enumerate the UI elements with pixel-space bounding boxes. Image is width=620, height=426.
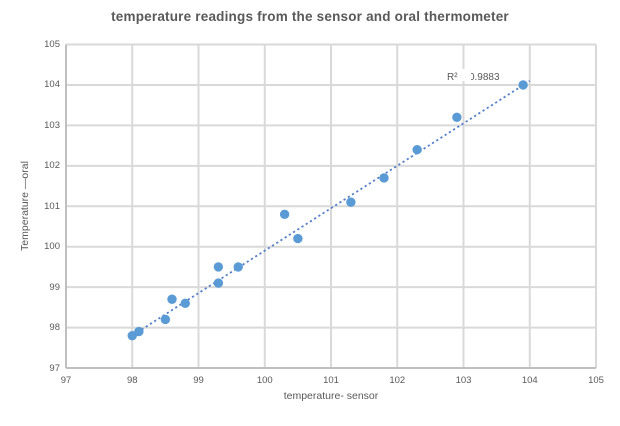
data-point[interactable] [518,80,528,90]
data-point[interactable] [213,278,224,288]
selection-handle[interactable] [461,69,471,81]
data-point[interactable] [167,294,177,304]
data-point[interactable] [346,197,356,207]
x-tick-label: 102 [389,375,406,386]
y-tick-label: 103 [44,119,60,131]
x-tick-label: 99 [193,375,204,386]
y-tick-label: 105 [44,39,60,50]
x-tick-label: 97 [60,375,72,386]
trendline[interactable] [128,80,531,339]
data-point[interactable] [279,209,290,220]
y-tick-label: 98 [49,322,60,334]
x-tick-label: 105 [588,375,604,386]
data-point[interactable] [452,112,462,122]
data-point[interactable] [134,326,144,337]
y-tick-label: 97 [49,362,60,374]
x-tick-label: 104 [521,375,538,386]
x-tick-label: 103 [455,375,472,386]
chart-title: temperature readings from the sensor and… [111,9,509,24]
x-tick-label: 98 [126,375,138,386]
y-tick-label: 99 [49,281,60,293]
data-point[interactable] [213,262,224,272]
y-tick-label: 100 [44,241,60,253]
data-point[interactable] [180,298,190,308]
y-tick-label: 102 [44,160,60,172]
data-point[interactable] [293,233,303,244]
data-point[interactable] [379,173,389,183]
data-point[interactable] [160,314,171,325]
data-point[interactable] [233,262,243,272]
data-point[interactable] [412,144,422,155]
x-tick-label: 100 [256,375,273,386]
r-squared-label[interactable]: R² = 0.9883 [447,72,500,83]
y-tick-label: 101 [44,200,60,212]
x-tick-label: 101 [323,375,339,386]
y-tick-label: 104 [44,79,60,91]
x-axis-title: temperature- sensor [283,390,379,402]
